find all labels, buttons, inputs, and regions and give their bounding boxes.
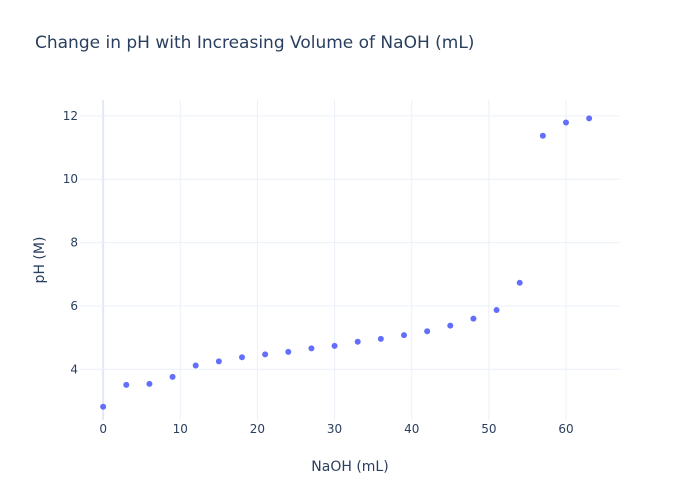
x-tick-label: 30 xyxy=(327,422,342,436)
y-axis-label: pH (M) xyxy=(32,237,48,284)
data-point xyxy=(354,338,361,345)
data-point xyxy=(401,332,407,339)
data-point xyxy=(308,345,315,352)
grid-lines xyxy=(80,100,620,420)
x-tick-label: 10 xyxy=(173,422,188,436)
y-tick-labels: 4 6 8 10 12 xyxy=(63,109,78,376)
y-tick-label: 4 xyxy=(70,362,78,376)
x-axis-label: NaOH (mL) xyxy=(311,459,388,475)
data-point xyxy=(424,328,431,335)
data-point xyxy=(539,132,546,139)
data-point xyxy=(586,115,593,122)
x-tick-labels: 0 10 20 30 40 50 60 xyxy=(99,422,573,436)
data-point xyxy=(331,342,338,349)
data-point xyxy=(100,403,107,410)
data-point xyxy=(123,381,130,388)
data-point xyxy=(169,373,176,380)
data-point xyxy=(215,358,222,365)
chart-title: Change in pH with Increasing Volume of N… xyxy=(35,33,475,53)
data-point xyxy=(516,279,523,286)
x-tick-label: 20 xyxy=(250,422,265,436)
data-point xyxy=(262,351,269,358)
x-tick-label: 60 xyxy=(558,422,573,436)
data-points xyxy=(100,115,593,410)
y-tick-label: 6 xyxy=(70,299,78,313)
data-point xyxy=(285,348,292,355)
y-tick-label: 8 xyxy=(70,236,78,250)
y-tick-label: 12 xyxy=(63,109,78,123)
data-point xyxy=(377,335,384,342)
data-point xyxy=(192,362,199,369)
data-point xyxy=(563,119,569,126)
data-point xyxy=(447,322,454,329)
data-point xyxy=(239,354,245,361)
y-tick-label: 10 xyxy=(63,172,78,186)
x-tick-label: 50 xyxy=(481,422,496,436)
x-tick-label: 40 xyxy=(404,422,419,436)
x-tick-label: 0 xyxy=(99,422,107,436)
data-point xyxy=(470,315,477,322)
data-point xyxy=(493,307,500,314)
data-point xyxy=(146,380,153,387)
